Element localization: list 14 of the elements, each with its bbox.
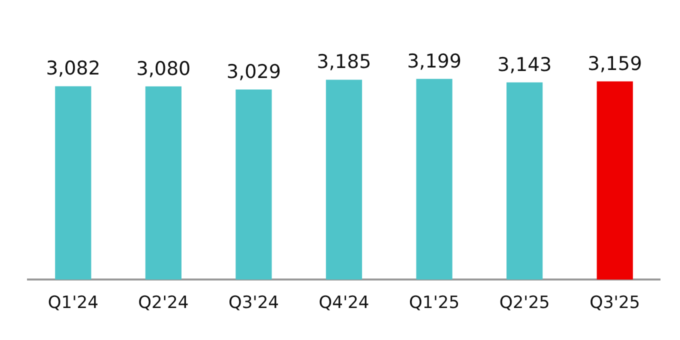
data-label: 3,143 (497, 54, 552, 76)
x-tick-label: Q3'25 (590, 293, 640, 314)
data-label: 3,082 (46, 58, 100, 80)
data-label: 3,080 (136, 58, 191, 80)
x-tick-label: Q3'24 (228, 293, 279, 314)
data-label: 3,199 (407, 50, 462, 72)
x-tick-label: Q1'25 (409, 293, 460, 314)
data-label: 3,185 (316, 51, 372, 74)
data-label: 3,159 (588, 52, 642, 75)
x-tick-label: Q1'24 (48, 293, 98, 314)
x-tick-label: Q2'25 (499, 293, 550, 314)
x-tick-label: Q4'24 (318, 293, 370, 314)
data-label: 3,029 (226, 60, 281, 83)
x-tick-label: Q2'24 (138, 293, 189, 314)
